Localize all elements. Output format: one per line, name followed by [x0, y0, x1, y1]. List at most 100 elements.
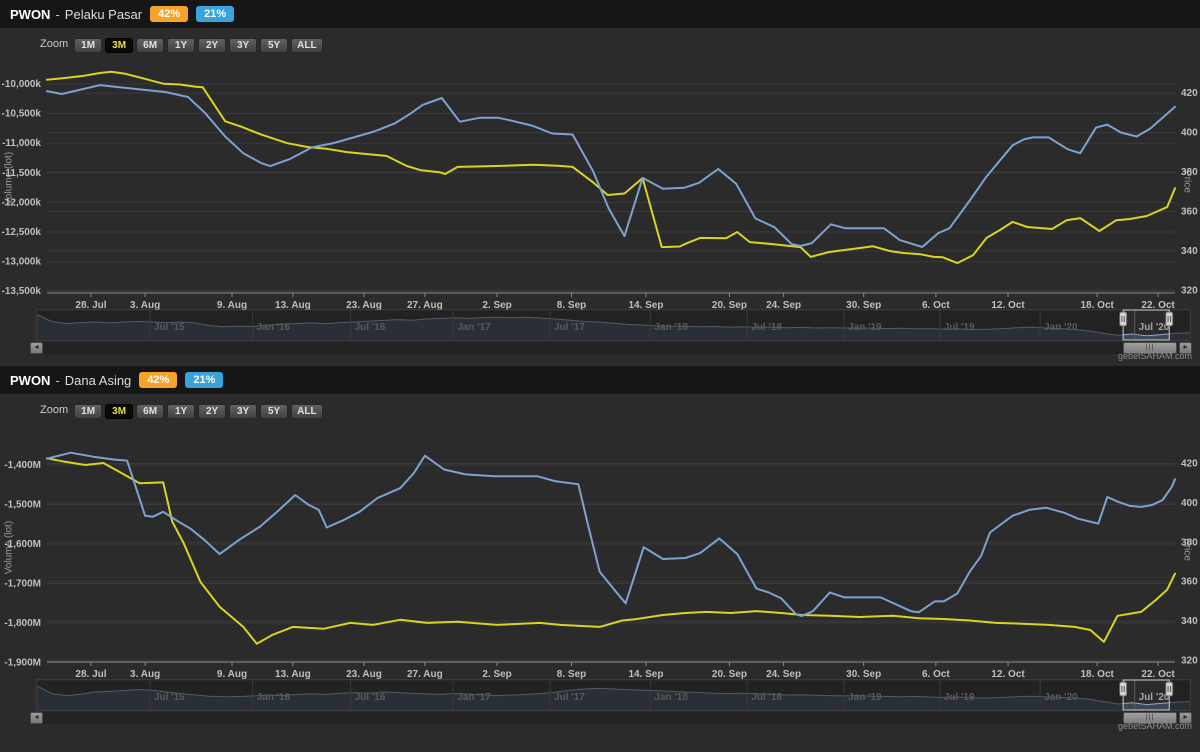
- y-tick-label-right: 400: [1181, 128, 1198, 139]
- panel-pelaku-pasar: PWON - Pelaku Pasar 42% 21% Zoom 1M 3M 6M 1…: [0, 0, 1200, 366]
- zoom-button-6m[interactable]: 6M: [136, 404, 165, 419]
- x-tick-label: 24. Sep: [766, 300, 801, 311]
- volume-line: [46, 457, 1176, 645]
- price-volume-chart[interactable]: -10,000k -10,500k -11,000k -11,500k -12,000k…: [2, 65, 1198, 311]
- scroll-left-arrow-icon[interactable]: ◄: [30, 342, 43, 354]
- nav-handle-left[interactable]: [1119, 311, 1128, 327]
- scrollbar[interactable]: ◄ ||| ►: [0, 712, 1200, 725]
- x-tick-label: 8. Sep: [557, 300, 586, 311]
- y-tick-label-right: 400: [1181, 498, 1198, 509]
- price-volume-chart[interactable]: -1,400M -1,500M -1,600M -1,700M -1,800M -1,90…: [4, 435, 1198, 680]
- nav-mask-left: [37, 310, 1124, 340]
- zoom-button-1m[interactable]: 1M: [74, 404, 103, 419]
- scroll-left-arrow-icon[interactable]: ◄: [30, 712, 43, 724]
- x-tick-label: 20. Sep: [712, 669, 747, 680]
- zoom-button-2y[interactable]: 2Y: [198, 38, 227, 53]
- scrollbar-track[interactable]: [30, 712, 1192, 724]
- zoom-button-5y[interactable]: 5Y: [260, 38, 289, 53]
- x-tick-label: 14. Sep: [628, 669, 663, 680]
- volume-line: [46, 70, 1176, 265]
- scrollbar-thumb[interactable]: |||: [1123, 712, 1178, 724]
- nav-handle-right[interactable]: [1165, 311, 1174, 327]
- zoom-button-3m[interactable]: 3M: [105, 404, 134, 419]
- x-tick-label: 9. Aug: [217, 669, 247, 680]
- scroll-right-arrow-icon[interactable]: ►: [1179, 342, 1193, 354]
- y-tick-label-left: -1,500M: [4, 499, 41, 510]
- nav-label: Jul '20: [1139, 692, 1170, 703]
- handle-grip: [1119, 311, 1128, 327]
- y-tick-label-right: 380: [1181, 537, 1198, 548]
- y-tick-label-right: 340: [1181, 616, 1198, 627]
- zoom-button-all[interactable]: ALL: [291, 404, 323, 419]
- panel-dana-asing: PWON - Dana Asing 42% 21% Zoom 1M 3M 6M 1Y 2…: [0, 366, 1200, 752]
- scrollbar-track[interactable]: [30, 342, 1192, 354]
- y-tick-label-right: 340: [1181, 246, 1198, 257]
- navigator[interactable]: Jul '15Jan '16Jul '16Jan '17Jul '17Jan '…: [36, 309, 1191, 341]
- x-tick-label: 28. Jul: [75, 300, 106, 311]
- y-tick-label-left: -13,500k: [2, 286, 42, 297]
- handle-grip: [1165, 681, 1174, 697]
- y-tick-label-left: -10,500k: [2, 109, 42, 120]
- zoom-label: Zoom: [40, 404, 69, 416]
- y-tick-label-left: -11,500k: [2, 168, 41, 179]
- x-tick-label: 14. Sep: [628, 300, 663, 311]
- y-tick-label-left: -10,000k: [2, 79, 42, 90]
- price-line: [46, 451, 1176, 618]
- zoom-button-5y[interactable]: 5Y: [260, 404, 289, 419]
- zoom-button-3y[interactable]: 3Y: [229, 38, 258, 53]
- y-tick-label-right: 420: [1181, 459, 1198, 470]
- nav-mask-right: [1169, 310, 1190, 340]
- zoom-button-1y[interactable]: 1Y: [167, 404, 196, 419]
- nav-handle-right[interactable]: [1165, 681, 1174, 697]
- chart-container: Zoom 1M 3M 6M 1Y 2Y 3Y 5Y ALL Volume (lot) Pric…: [0, 28, 1200, 366]
- watermark: gebetSAHAM.com: [1117, 721, 1192, 731]
- watermark: gebetSAHAM.com: [1117, 351, 1192, 361]
- y-tick-label-right: 420: [1181, 88, 1198, 99]
- symbol-label: PWON: [10, 6, 51, 22]
- x-tick-label: 27. Aug: [407, 300, 443, 311]
- zoom-button-3m[interactable]: 3M: [105, 38, 134, 53]
- zoom-button-1y[interactable]: 1Y: [167, 38, 196, 53]
- handle-grip: [1119, 681, 1128, 697]
- y-tick-label-left: -11,000k: [2, 138, 41, 149]
- x-tick-label: 22. Oct: [1141, 669, 1175, 680]
- handle-grip: [1165, 311, 1174, 327]
- scroll-right-arrow-icon[interactable]: ►: [1179, 712, 1193, 724]
- panel-title: Dana Asing: [64, 372, 132, 388]
- zoom-button-all[interactable]: ALL: [291, 38, 323, 53]
- zoom-toolbar: Zoom 1M 3M 6M 1Y 2Y 3Y 5Y ALL: [40, 35, 326, 53]
- zoom-button-6m[interactable]: 6M: [136, 38, 165, 53]
- y-tick-label-right: 320: [1181, 285, 1198, 296]
- navigator[interactable]: Jul '15Jan '16Jul '16Jan '17Jul '17Jan '…: [36, 679, 1191, 711]
- x-tick-label: 8. Sep: [557, 669, 586, 680]
- nav-handle-left[interactable]: [1119, 681, 1128, 697]
- title-separator: -: [55, 372, 60, 388]
- zoom-toolbar: Zoom 1M 3M 6M 1Y 2Y 3Y 5Y ALL: [40, 402, 326, 419]
- zoom-button-2y[interactable]: 2Y: [198, 404, 227, 419]
- x-tick-label: 3. Aug: [130, 669, 160, 680]
- zoom-buttons: 1M 3M 6M 1Y 2Y 3Y 5Y ALL: [74, 35, 325, 53]
- nav-mask-left: [37, 680, 1124, 710]
- price-line: [46, 84, 1176, 248]
- x-tick-label: 30. Sep: [846, 669, 881, 680]
- zoom-button-3y[interactable]: 3Y: [229, 404, 258, 419]
- zoom-button-1m[interactable]: 1M: [74, 38, 103, 53]
- x-tick-label: 13. Aug: [275, 669, 311, 680]
- y-tick-label-left: -12,500k: [2, 227, 42, 238]
- y-tick-label-right: 360: [1181, 577, 1198, 588]
- scrollbar-thumb[interactable]: |||: [1123, 342, 1178, 354]
- x-tick-label: 2. Sep: [482, 300, 511, 311]
- y-tick-label-right: 320: [1181, 655, 1198, 666]
- y-tick-label-left: -13,000k: [2, 257, 42, 268]
- nav-label: Jul '20: [1139, 322, 1170, 333]
- x-tick-label: 23. Aug: [346, 669, 382, 680]
- y-tick-label-left: -1,900M: [4, 657, 41, 668]
- x-tick-label: 6. Oct: [922, 669, 950, 680]
- panel-header: PWON - Pelaku Pasar 42% 21%: [0, 0, 1200, 28]
- y-tick-label-left: -1,600M: [4, 539, 41, 550]
- nav-mask-right: [1169, 680, 1190, 710]
- scrollbar[interactable]: ◄ ||| ►: [0, 342, 1200, 355]
- y-tick-label-left: -1,400M: [4, 460, 41, 471]
- percent-badge-blue: 21%: [196, 6, 235, 22]
- title-separator: -: [55, 6, 60, 22]
